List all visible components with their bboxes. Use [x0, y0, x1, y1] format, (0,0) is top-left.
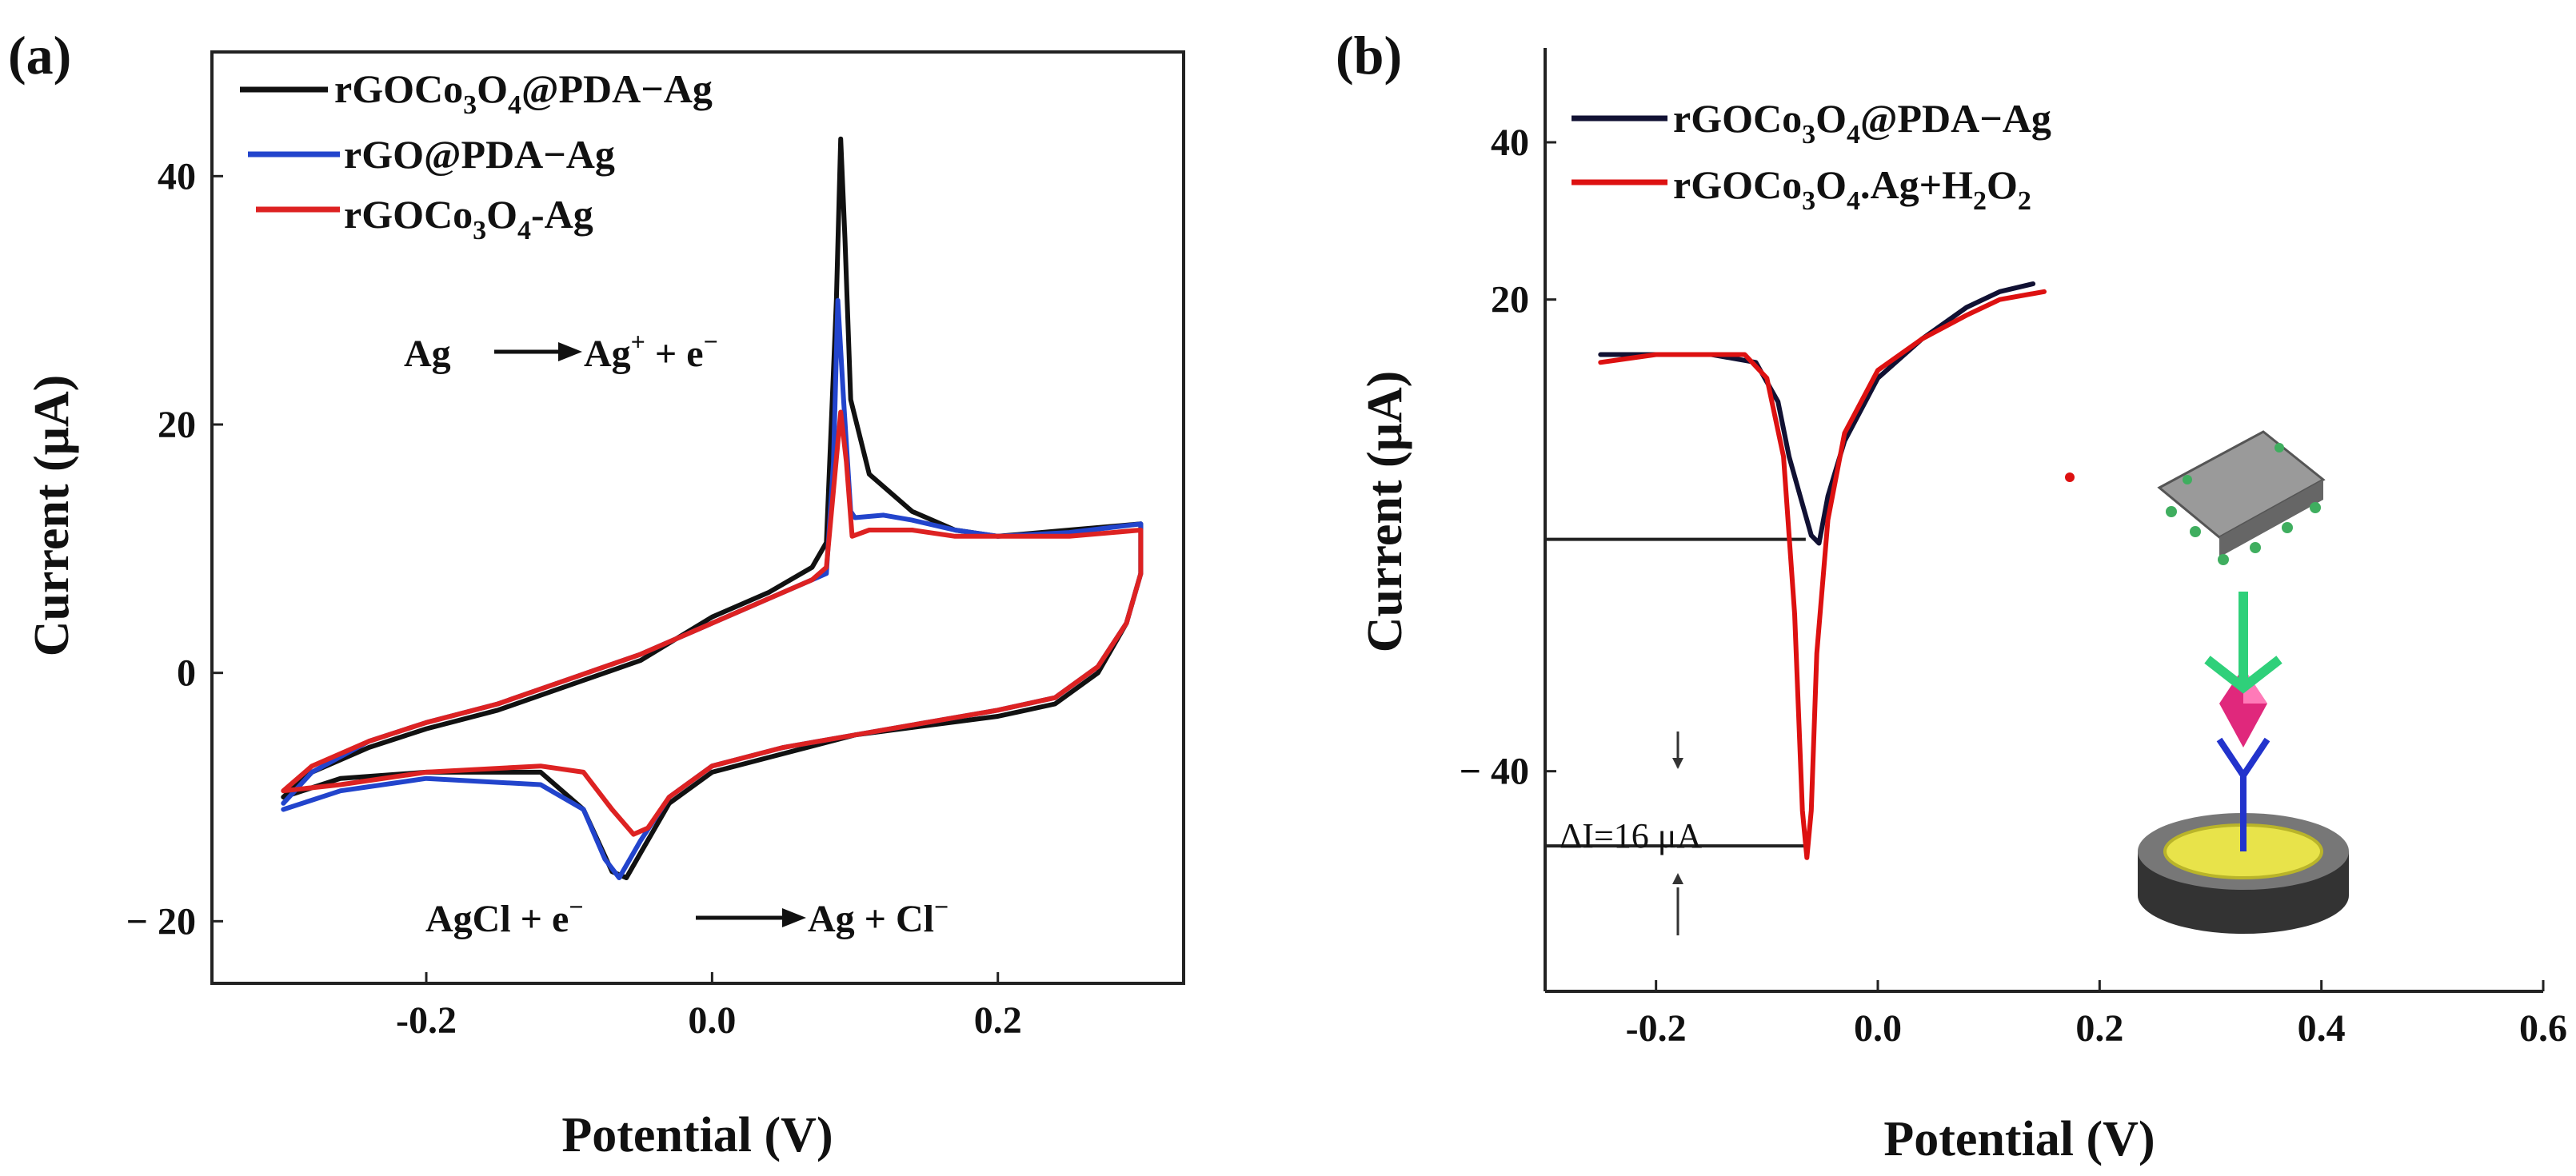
panel-b-baselines: [1545, 537, 1806, 848]
panel-a-label: (a): [8, 25, 71, 86]
antibody-arms: [2216, 737, 2270, 782]
x-tick-label: -0.2: [1626, 1007, 1687, 1050]
nanosheet-label: [2157, 430, 2326, 539]
panel-a-ylabel: Current (μA): [25, 375, 79, 657]
legend-a-label-0: rGOCo3O4@PDA−Ag: [334, 66, 713, 120]
x-tick-label: 0.6: [2519, 1007, 2567, 1050]
delta-arrowhead-top: [1672, 758, 1683, 769]
x-tick-label: 0.2: [974, 999, 1022, 1042]
y-tick-label: − 40: [1460, 751, 1529, 793]
annot-ox-arrowhead: [558, 342, 582, 361]
panel-b-ticks: -0.2 0.0 0.2 0.4 0.6 40 20 − 40: [1460, 122, 2567, 1050]
legend-a-label-1: rGO@PDA−Ag: [344, 132, 615, 177]
x-tick-label: 0.0: [688, 999, 736, 1042]
nanosheet-side: [2219, 480, 2323, 557]
y-tick-label: 40: [1491, 122, 1529, 164]
legend-a-label-2: rGOCo3O4-Ag: [344, 192, 593, 245]
panel-b-legend: rGOCo3O4@PDA−Ag rGOCo3O4.Ag+H2O2: [1572, 96, 2051, 216]
x-tick-label: 0.0: [1854, 1007, 1902, 1050]
panel-b-delta-annotation: ΔI=16 μA: [1560, 732, 1702, 935]
series-line-1: [281, 297, 1144, 880]
y-tick-label: 20: [1491, 279, 1529, 321]
panel-b-ylabel: Current (μA): [1358, 371, 1412, 653]
panel-a-legend: rGOCo3O4@PDA−Ag rGO@PDA−Ag rGOCo3O4-Ag: [240, 66, 713, 245]
series-line-1: [1598, 289, 2047, 860]
series-line-0: [1598, 281, 2036, 546]
electrode-illustration: [2065, 430, 2349, 934]
annot-red-arrowhead: [782, 908, 806, 927]
panel-a-annotation-oxidation: Ag Ag+ + e−: [404, 327, 718, 375]
legend-b-label-1: rGOCo3O4.Ag+H2O2: [1673, 162, 2031, 216]
antigen-diamond-shade: [2243, 668, 2267, 704]
secondary-antibody: [2204, 592, 2282, 694]
delta-arrowhead-bottom: [1672, 873, 1683, 884]
annot-ox-left: Ag: [404, 333, 451, 375]
nanosheet-particles: [2166, 443, 2321, 565]
x-tick-label: -0.2: [396, 999, 457, 1042]
panel-b-series: [1598, 281, 2047, 860]
annot-red-left: AgCl + e−: [425, 892, 584, 940]
panel-a-series: [281, 136, 1144, 880]
panel-a-ticks: -0.2 0.0 0.2 40 20 0 − 20: [126, 155, 1022, 1042]
annot-ox-right: Ag+ + e−: [584, 327, 718, 375]
delta-label: ΔI=16 μA: [1560, 816, 1702, 855]
panel-b-label: (b): [1336, 25, 1402, 86]
panel-b-xlabel: Potential (V): [1883, 1112, 2155, 1166]
red-dot-marker: [2065, 472, 2075, 482]
x-tick-label: 0.2: [2075, 1007, 2123, 1050]
annot-red-right: Ag + Cl−: [808, 892, 949, 940]
panel-a-xlabel: Potential (V): [561, 1108, 833, 1162]
series-line-2: [281, 409, 1144, 837]
x-tick-label: 0.4: [2298, 1007, 2346, 1050]
panel-b: (b) -0.2 0.0 0.2 0.4 0.6 40 20 − 40 rGOCo3O4@PD…: [1336, 25, 2567, 1166]
y-tick-label: 0: [177, 652, 196, 695]
legend-b-label-0: rGOCo3O4@PDA−Ag: [1673, 96, 2051, 149]
y-tick-label: 40: [158, 155, 196, 197]
y-tick-label: − 20: [126, 900, 196, 943]
y-tick-label: 20: [158, 404, 196, 446]
panel-a-frame: [210, 50, 1185, 985]
panel-a: (a) -0.2 0.0 0.2 40 20 0 − 20 rGOCo3O4@PDA−Ag …: [8, 25, 1185, 1162]
panel-a-annotation-reduction: AgCl + e− Ag + Cl−: [425, 892, 949, 940]
